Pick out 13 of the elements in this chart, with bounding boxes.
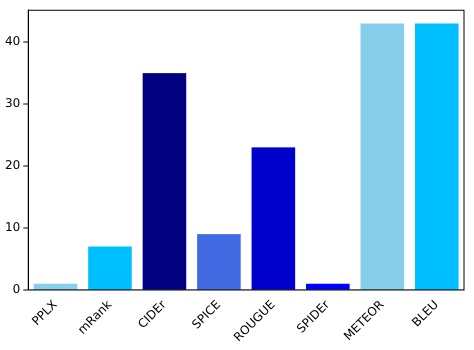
- bar: [306, 284, 350, 290]
- bar: [142, 73, 186, 290]
- bar: [34, 284, 78, 290]
- bar: [197, 234, 241, 290]
- bar: [360, 24, 404, 290]
- bar: [88, 246, 132, 290]
- y-tick-label: 40: [4, 34, 20, 48]
- y-tick-label: 30: [4, 96, 20, 110]
- bar: [414, 24, 459, 290]
- bar: [252, 147, 296, 290]
- y-tick-label: 0: [12, 282, 20, 296]
- y-tick-label: 20: [4, 158, 20, 172]
- y-tick-label: 10: [4, 220, 20, 234]
